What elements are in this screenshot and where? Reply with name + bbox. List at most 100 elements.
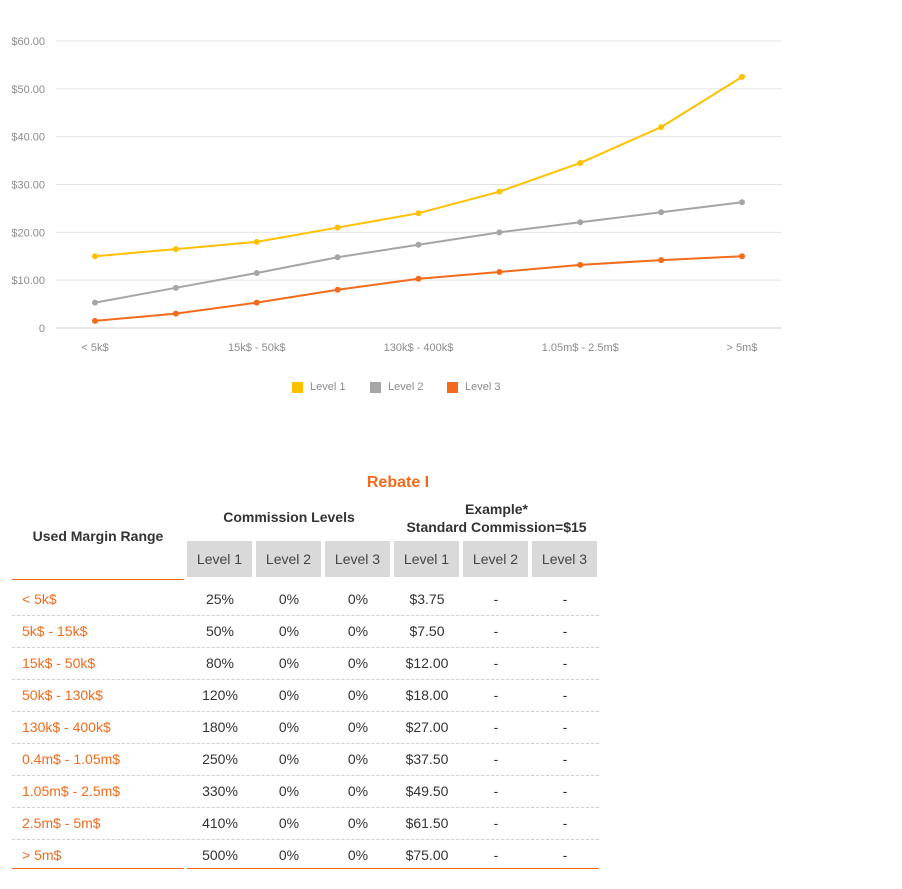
table-cell-e1: $37.50 [405,751,449,767]
y-tick-label: $10.00 [11,275,45,287]
example-header-line-1: Example* [464,501,529,517]
legend-swatch-level-1 [292,381,303,393]
table-cell-l3: 0% [347,847,369,863]
data-point-level-1 [577,159,584,166]
data-point-level-1 [415,210,422,217]
x-tick-label: 130k$ - 400k$ [384,342,454,354]
table-cell-l3: 0% [347,751,369,767]
data-point-level-3 [253,299,260,306]
y-tick-label: $20.00 [11,227,45,239]
data-point-level-1 [92,253,98,260]
data-point-level-2 [658,209,665,216]
data-point-level-3 [496,269,503,276]
chart-legend: Level 1 Level 2 Level 3 [0,378,902,396]
legend-swatch-level-3 [447,381,458,393]
commission-level-1-header: Level 1 [187,541,252,577]
y-tick-label: $40.00 [11,132,45,144]
table-cell-l1: 180% [202,719,238,735]
y-tick-label: $30.00 [11,180,45,192]
table-cell-e2: - [493,623,499,639]
data-point-level-3 [172,310,179,317]
data-point-level-3 [92,317,98,324]
table-cell-l2: 0% [278,623,300,639]
table-cell-e1: $7.50 [409,623,445,639]
legend-item-level-1: Level 1 [292,378,345,396]
table-cell-e2: - [493,751,499,767]
table-cell-l1: 50% [205,623,235,639]
table-row: < 5k$ 25% 0% 0% $3.75 - - [12,583,599,616]
table-cell-e3: - [562,815,568,831]
table-cell-l3: 0% [347,719,369,735]
margin-range-label: 0.4m$ - 1.05m$ [22,751,121,767]
data-point-level-1 [739,73,745,80]
table-cell-l2: 0% [278,815,300,831]
table-cell-l1: 80% [205,655,235,671]
table-row: 0.4m$ - 1.05m$ 250% 0% 0% $37.50 - - [12,743,599,776]
table-cell-l1: 410% [202,815,238,831]
series-line-level-3 [94,255,743,322]
table-cell-l1: 500% [202,847,238,863]
data-point-level-1 [334,224,341,231]
data-point-level-2 [415,241,422,248]
rebate-table: Rebate I Used Margin Range Commission Le… [0,470,902,889]
table-cell-e1: $61.50 [405,815,449,831]
table-cell-e3: - [562,847,568,863]
legend-label-level-1: Level 1 [310,381,346,393]
table-cell-l3: 0% [347,655,369,671]
data-point-level-2 [92,299,98,306]
x-tick-label: 1.05m$ - 2.5m$ [542,342,619,354]
table-cell-l3: 0% [347,623,369,639]
x-tick-label: < 5k$ [81,342,108,354]
table-cell-l1: 120% [202,687,238,703]
example-level-2-header: Level 2 [463,541,528,577]
table-cell-l2: 0% [278,847,300,863]
data-point-level-1 [658,124,665,131]
table-cell-l3: 0% [347,815,369,831]
table-cell-e3: - [562,751,568,767]
table-cell-e2: - [493,591,499,607]
legend-item-level-3: Level 3 [447,378,500,396]
table-cell-e3: - [562,623,568,639]
table-row: 15k$ - 50k$ 80% 0% 0% $12.00 - - [12,647,599,680]
table-row: 1.05m$ - 2.5m$ 330% 0% 0% $49.50 - - [12,775,599,808]
data-point-level-3 [415,275,422,282]
table-cell-l2: 0% [278,655,300,671]
table-cell-l2: 0% [278,783,300,799]
table-cell-l2: 0% [278,591,300,607]
margin-range-label: 2.5m$ - 5m$ [22,815,101,831]
table-cell-l2: 0% [278,687,300,703]
table-cell-e3: - [562,719,568,735]
margin-range-label: < 5k$ [22,591,57,607]
table-cell-l3: 0% [347,783,369,799]
margin-range-label: > 5m$ [22,847,62,863]
data-point-level-2 [577,219,584,226]
y-tick-label: 0 [39,323,45,335]
table-cell-l1: 330% [202,783,238,799]
example-level-3-header: Level 3 [532,541,597,577]
table-cell-e1: $3.75 [409,591,445,607]
table-cell-e1: $75.00 [405,847,449,863]
example-level-1-header: Level 1 [394,541,459,577]
data-point-level-2 [334,254,341,261]
data-point-level-3 [334,286,341,293]
legend-label-level-3: Level 3 [465,381,501,393]
table-cell-l3: 0% [347,687,369,703]
series-line-level-2 [94,201,743,304]
table-bottom-line [187,868,599,869]
table-cell-l3: 0% [347,591,369,607]
data-point-level-1 [496,188,503,195]
legend-label-level-2: Level 2 [388,381,424,393]
table-title: Rebate I [366,474,430,491]
data-point-level-1 [253,238,260,245]
legend-item-level-2: Level 2 [370,378,423,396]
table-row: 130k$ - 400k$ 180% 0% 0% $27.00 - - [12,711,599,744]
data-point-level-2 [172,284,179,291]
example-header-line-2: Standard Commission=$15 [406,519,587,535]
x-tick-label: 15k$ - 50k$ [228,342,285,354]
used-margin-header-underline [12,579,184,580]
table-cell-e3: - [562,655,568,671]
table-row: 5k$ - 15k$ 50% 0% 0% $7.50 - - [12,615,599,648]
y-tick-label: $60.00 [11,36,45,48]
table-cell-l2: 0% [278,719,300,735]
commission-level-3-header: Level 3 [325,541,390,577]
